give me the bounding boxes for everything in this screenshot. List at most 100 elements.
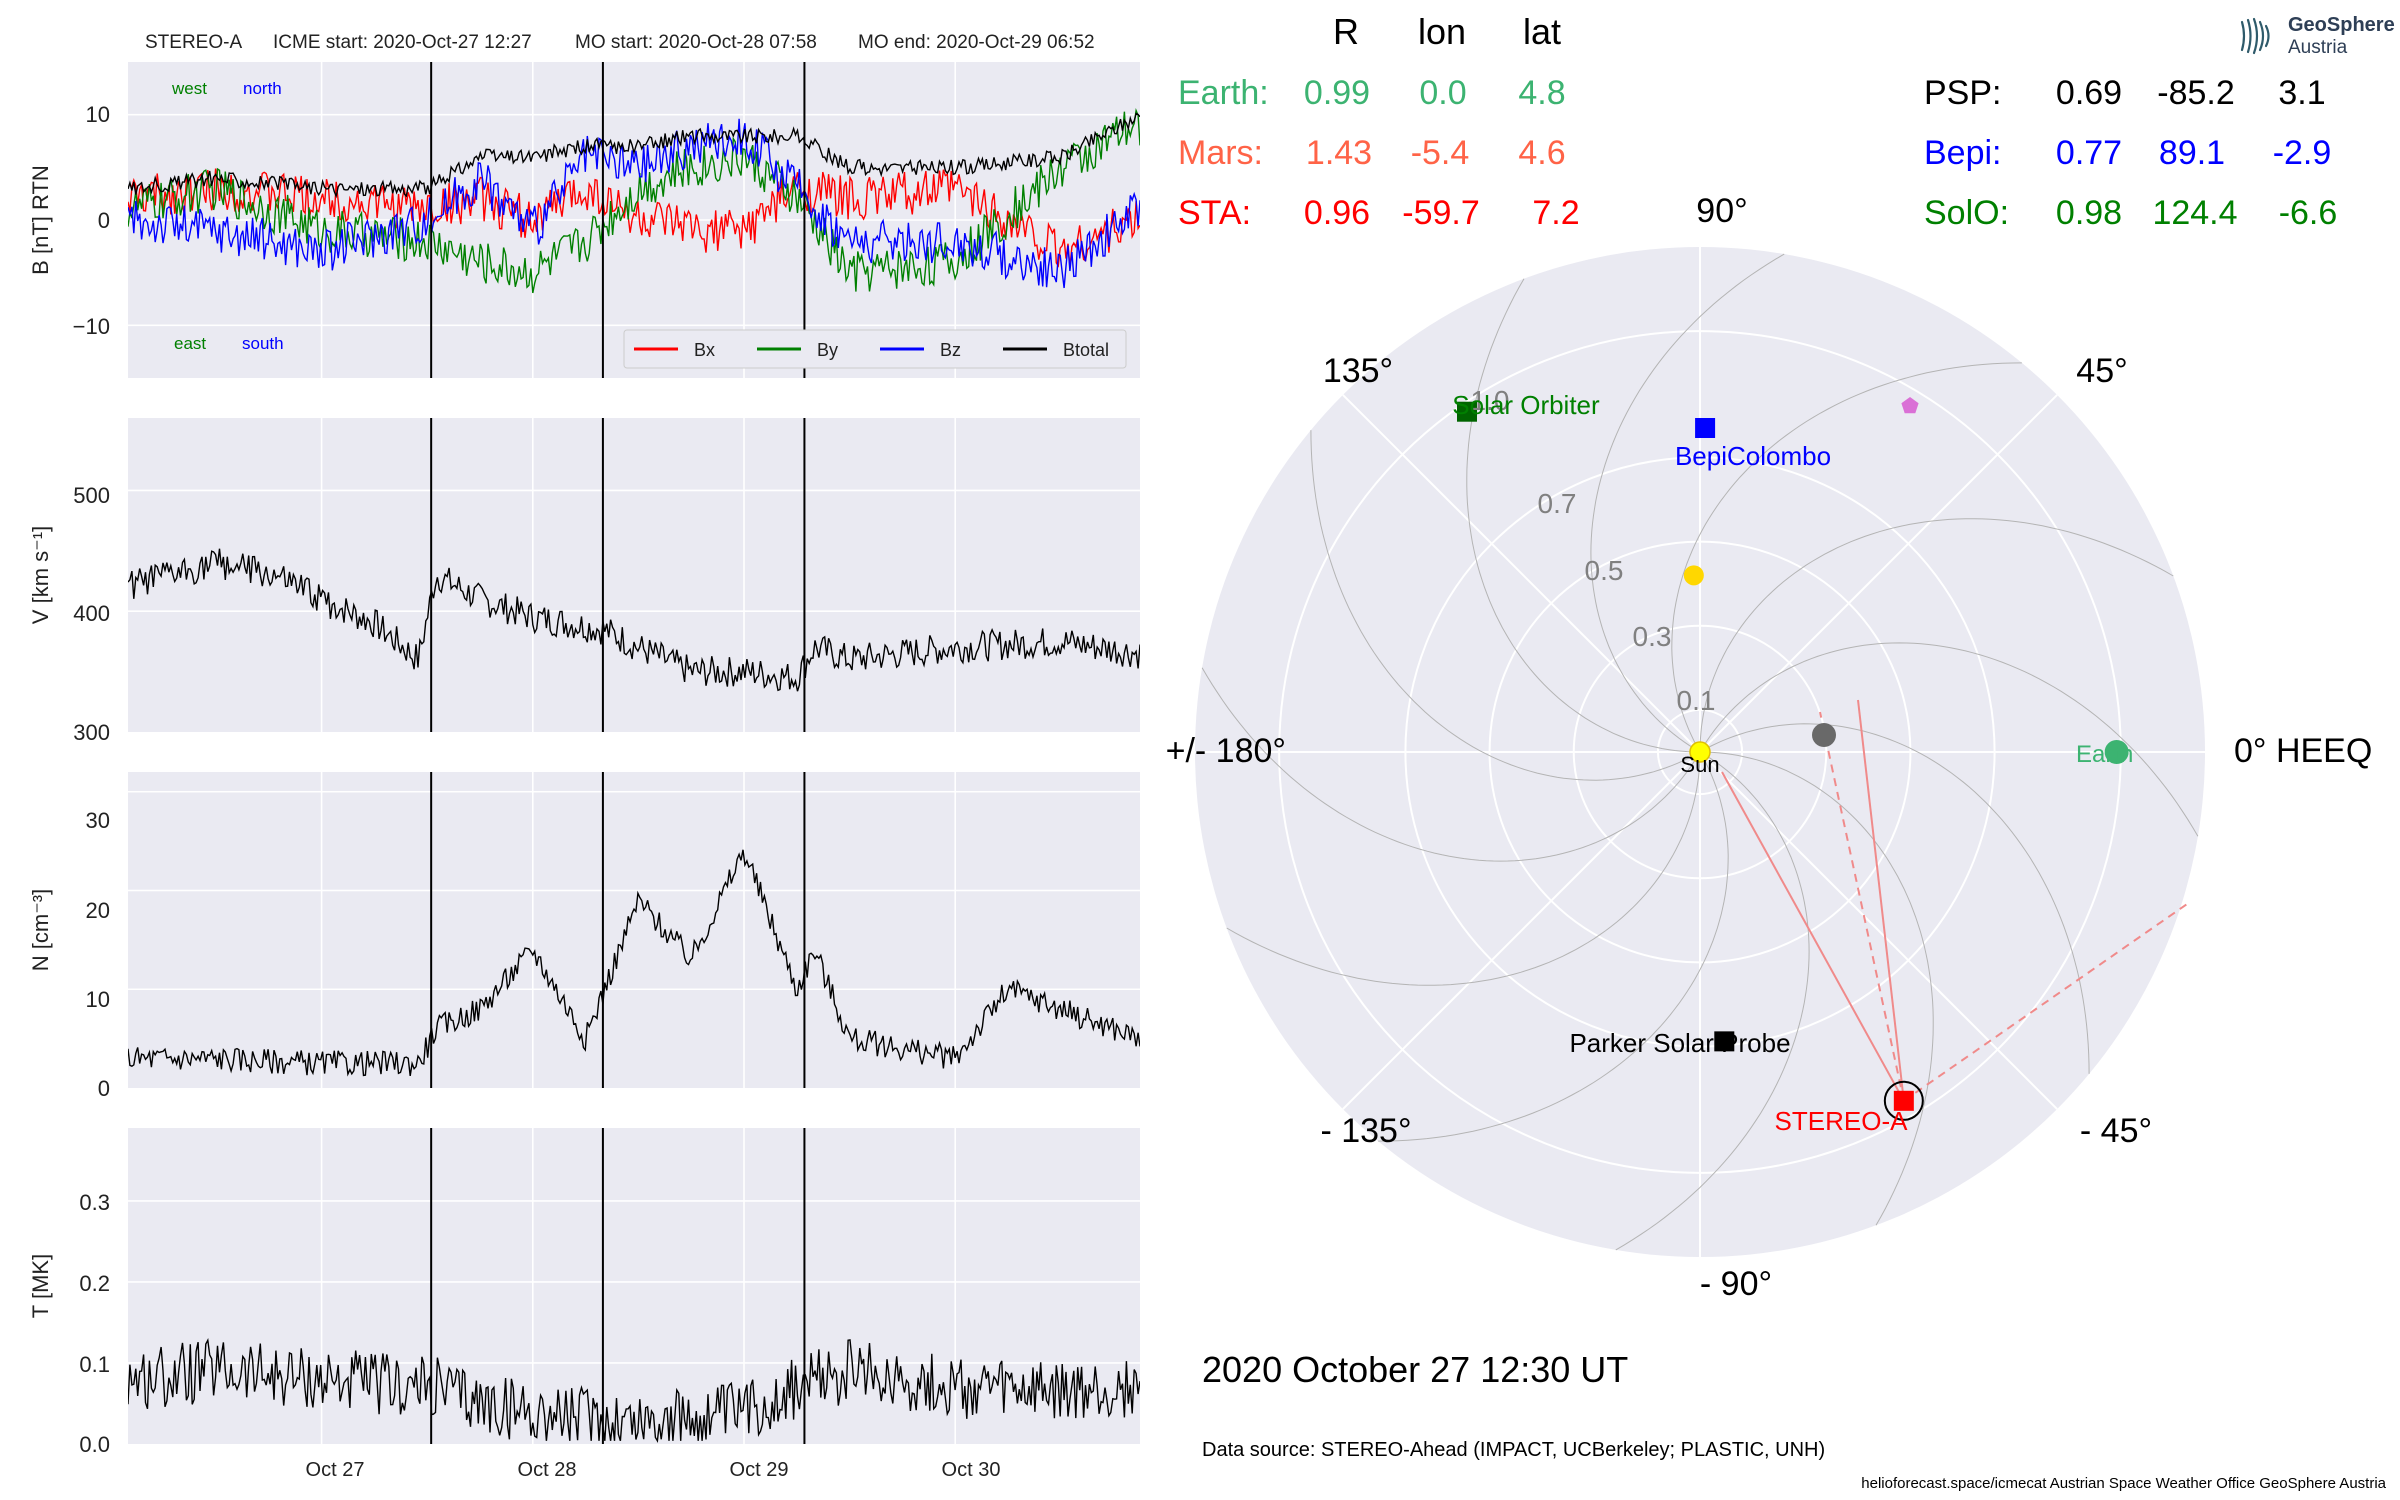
- panel-n-series: [128, 849, 1140, 1077]
- row-earth-lon: 0.0: [1419, 74, 1466, 112]
- panel-v-series: [128, 548, 1140, 692]
- mercury-marker: [1683, 565, 1704, 586]
- sta-ring: [1883, 1080, 1924, 1121]
- row-psp-r: 0.69: [2056, 74, 2122, 112]
- angular-grid-line: [1699, 751, 2058, 1110]
- n-ytick: 20: [86, 898, 110, 923]
- sun-label: Sun: [1680, 752, 1719, 777]
- legend-label-by: By: [817, 340, 838, 360]
- xtick-label: Oct 29: [730, 1459, 789, 1481]
- v-ytick: 500: [73, 483, 110, 508]
- panel-n-background: [128, 772, 1140, 1088]
- b-ytick: 0: [98, 208, 110, 233]
- label-west: west: [171, 79, 207, 98]
- logo-line-2: Austria: [2288, 37, 2348, 58]
- row-sta-label: STA:: [1178, 194, 1251, 232]
- row-sta-lat: 7.2: [1532, 194, 1579, 232]
- parker-spiral: [1699, 723, 2090, 1074]
- xtick-label: Oct 28: [518, 1459, 577, 1481]
- header-mission: STEREO-A: [145, 32, 242, 53]
- header-icme-start: ICME start: 2020-Oct-27 12:27: [273, 32, 532, 53]
- label-north: north: [243, 79, 282, 98]
- parker-spiral: [1699, 751, 1934, 1226]
- parker-spiral: [1590, 253, 1785, 753]
- bepi-marker: [1695, 417, 1716, 438]
- legend-label-bz: Bz: [940, 340, 961, 360]
- panel-n-ylabel: N [cm⁻³]: [28, 889, 53, 972]
- sta-fov-line: [1857, 699, 1905, 1101]
- polar-grid: [1195, 247, 2205, 1257]
- parker-spiral: [1671, 362, 2022, 753]
- parker-spiral: [1310, 430, 1701, 781]
- series-layer: [128, 108, 1140, 1443]
- b-legend: Bx By Bz Btotal: [623, 329, 1127, 369]
- parker-spiral: [1201, 667, 1701, 862]
- row-solo-lat: -6.6: [2279, 194, 2338, 232]
- row-psp-label: PSP:: [1924, 74, 2001, 112]
- row-mars-lat: 4.6: [1518, 134, 1565, 172]
- table-header-lat: lat: [1523, 11, 1561, 52]
- b-ytick: 10: [86, 102, 110, 127]
- polar-bodies: [1456, 397, 2191, 1121]
- legend-box: [623, 329, 1127, 369]
- positions-table: R lon lat Earth: 0.99 0.0 4.8 Mars: 1.43…: [1178, 11, 2337, 232]
- timestamp: 2020 October 27 12:30 UT: [1202, 1349, 1628, 1390]
- table-header-r: R: [1333, 11, 1359, 52]
- radial-label: 0.5: [1585, 555, 1624, 586]
- psp-marker: [1714, 1031, 1735, 1052]
- t-ytick: 0.0: [79, 1432, 110, 1457]
- b-ytick: −10: [73, 314, 110, 339]
- series-bx: [128, 168, 1140, 268]
- table-header-lon: lon: [1418, 11, 1466, 52]
- header-mo-end: MO end: 2020-Oct-29 06:52: [858, 32, 1095, 53]
- panel-t-ylabel: T [MK]: [28, 1254, 53, 1318]
- xtick-label: Oct 30: [942, 1459, 1001, 1481]
- row-sta-lon: -59.7: [1402, 194, 1480, 232]
- angle-label-45: 45°: [2076, 352, 2127, 390]
- sta-hi-dashed: [1903, 901, 2191, 1102]
- panel-v-background: [128, 418, 1140, 732]
- t-ytick: 0.3: [79, 1190, 110, 1215]
- angle-label-135: 135°: [1323, 352, 1393, 390]
- series-bz: [128, 118, 1140, 289]
- angular-grid-line: [1342, 751, 1701, 1110]
- row-sta-r: 0.96: [1304, 194, 1370, 232]
- grid-layer: [128, 62, 1140, 1444]
- logo-text: GeoSphere Austria: [2288, 14, 2395, 59]
- series-n: [128, 849, 1140, 1077]
- radial-label: 0.3: [1633, 621, 1672, 652]
- solo-label: Solar Orbiter: [1452, 390, 1600, 420]
- earth-label: Earth: [2076, 741, 2133, 768]
- angular-grid-line: [1699, 394, 2058, 753]
- row-earth-label: Earth:: [1178, 74, 1269, 112]
- solo-marker: [1456, 401, 1477, 422]
- parker-spiral: [1615, 751, 1810, 1251]
- angular-grid-line: [1342, 394, 1701, 753]
- sta-marker: [1893, 1090, 1914, 1111]
- n-ytick: 10: [86, 987, 110, 1012]
- row-mars-lon: -5.4: [1411, 134, 1470, 172]
- row-bepi-label: Bepi:: [1924, 134, 2002, 172]
- parker-spiral: [1378, 751, 1729, 1142]
- row-solo-label: SolO:: [1924, 194, 2009, 232]
- event-lines: [430, 62, 806, 1444]
- row-solo-lon: 124.4: [2152, 194, 2237, 232]
- row-psp-lon: -85.2: [2157, 74, 2235, 112]
- panel-t-series: [128, 1338, 1140, 1443]
- angle-label-90: 90°: [1696, 192, 1747, 230]
- stereo-a-label: STEREO-A: [1775, 1106, 1909, 1136]
- parker-spiral: [1226, 751, 1701, 986]
- radial-label: 0.7: [1538, 488, 1577, 519]
- radial-label: 1.0: [1471, 385, 1510, 416]
- bepi-label: BepiColombo: [1675, 441, 1831, 471]
- row-bepi-r: 0.77: [2056, 134, 2122, 172]
- radial-label: 0.1: [1677, 685, 1716, 716]
- venus-marker: [1812, 723, 1836, 747]
- row-earth-r: 0.99: [1304, 74, 1370, 112]
- angle-label-minus45: - 45°: [2080, 1112, 2152, 1150]
- panel-b-series: [128, 108, 1140, 294]
- parker-spiral: [1699, 518, 2174, 753]
- t-ytick: 0.2: [79, 1271, 110, 1296]
- series-by: [128, 108, 1140, 294]
